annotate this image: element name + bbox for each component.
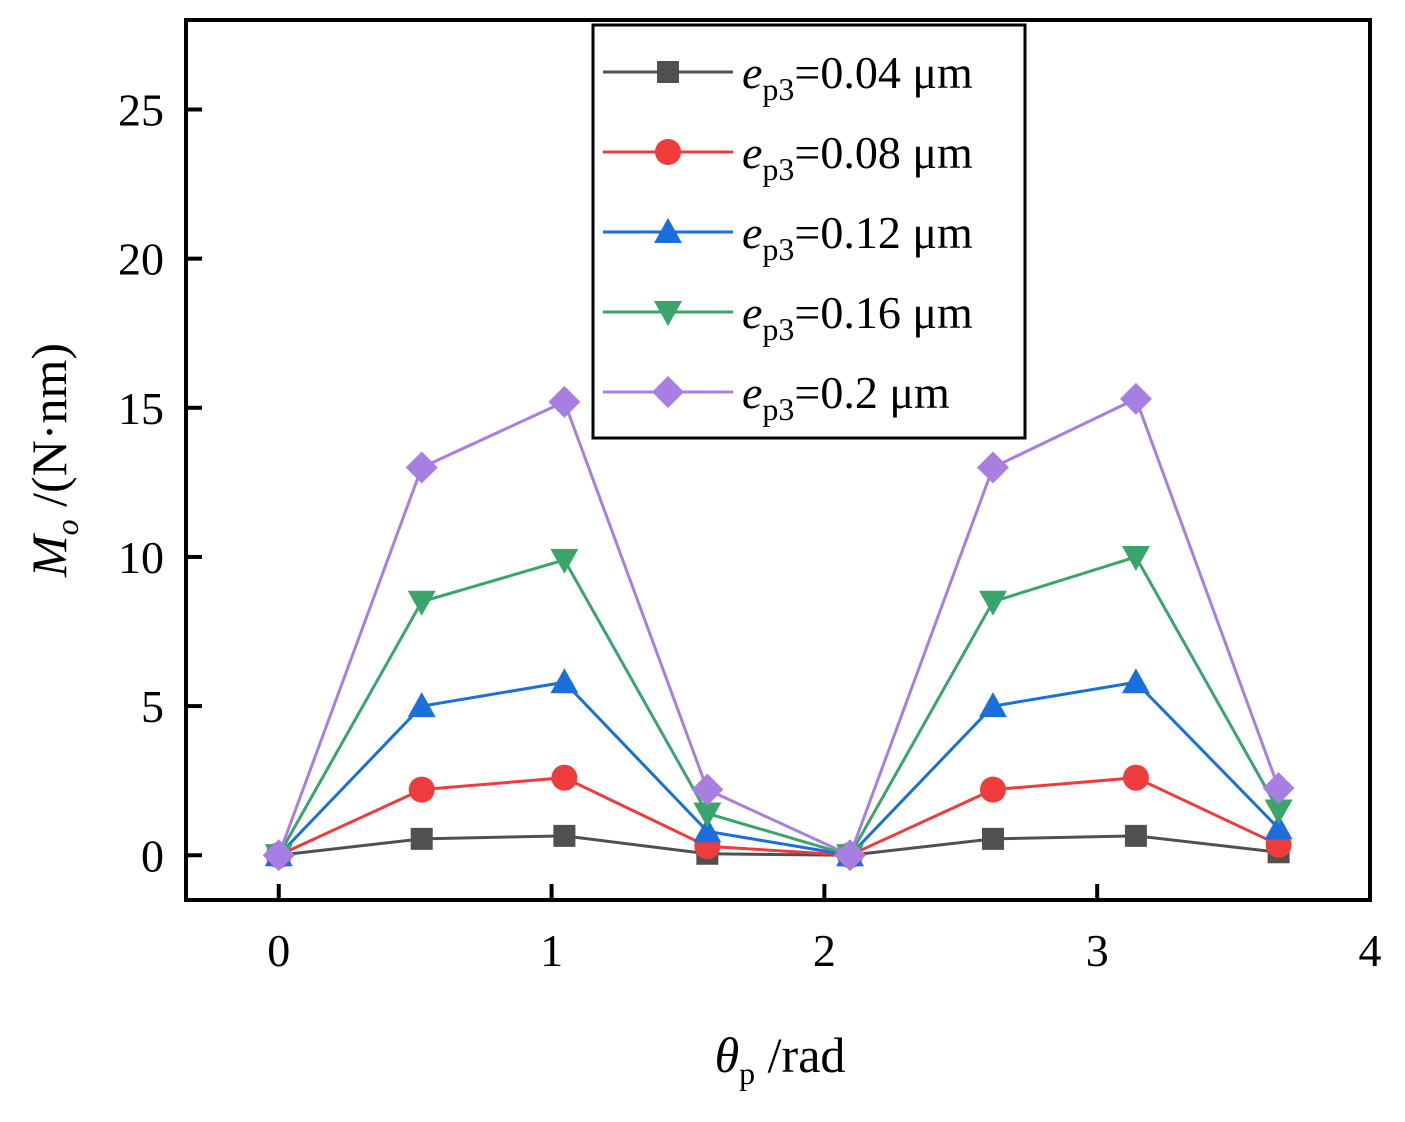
data-point bbox=[691, 773, 724, 806]
y-tick-label: 20 bbox=[118, 234, 164, 285]
legend-label: ep3=0.12 μm bbox=[742, 207, 973, 267]
x-axis-title: θp /rad bbox=[715, 1027, 846, 1091]
data-point bbox=[407, 590, 436, 616]
legend-marker bbox=[657, 61, 679, 83]
plot-frame bbox=[184, 18, 1372, 902]
legend: ep3=0.04 μm ep3=0.08 μm ep3=0.12 μm ep3=0.1… bbox=[591, 23, 1027, 440]
data-point bbox=[1119, 382, 1152, 415]
legend-label: ep3=0.04 μm bbox=[742, 47, 973, 107]
legend-label: ep3=0.08 μm bbox=[742, 127, 973, 187]
legend-entry-4: ep3=0.16 μm bbox=[603, 287, 973, 347]
legend-entries: ep3=0.04 μm ep3=0.08 μm ep3=0.12 μm ep3=0.1… bbox=[603, 47, 973, 427]
data-point bbox=[976, 451, 1009, 484]
data-point bbox=[979, 776, 1006, 803]
data-point bbox=[1121, 545, 1150, 571]
axis-layer: 0 1 2 3 4 0 5 10 15 20 25 bbox=[118, 84, 1382, 976]
data-point bbox=[1264, 799, 1293, 825]
y-tick-label: 25 bbox=[118, 84, 164, 135]
y-tick-label: 0 bbox=[141, 830, 164, 881]
data-point bbox=[405, 451, 438, 484]
legend-entry-5: ep3=0.2 μm bbox=[603, 367, 950, 427]
data-point bbox=[407, 692, 436, 718]
legend-marker bbox=[655, 139, 681, 165]
y-axis-title: Mo /(N·nm) bbox=[21, 343, 85, 578]
legend-marker bbox=[654, 218, 682, 243]
legend-marker bbox=[652, 376, 684, 408]
series-line bbox=[278, 834, 1279, 857]
legend-marker bbox=[654, 301, 682, 326]
legend-entry-3: ep3=0.12 μm bbox=[603, 207, 973, 267]
legend-entry-1: ep3=0.04 μm bbox=[603, 47, 973, 107]
data-point bbox=[550, 668, 579, 694]
series-line bbox=[277, 555, 1280, 858]
data-point bbox=[262, 839, 295, 872]
legend-label: ep3=0.16 μm bbox=[742, 287, 973, 347]
x-tick-label: 1 bbox=[540, 925, 563, 976]
data-point bbox=[548, 385, 581, 418]
y-tick-label: 5 bbox=[141, 681, 164, 732]
data-point bbox=[1124, 824, 1147, 847]
x-tick-label: 0 bbox=[267, 925, 290, 976]
series-1 bbox=[267, 824, 1290, 867]
data-point bbox=[410, 827, 433, 850]
legend-label: ep3=0.2 μm bbox=[742, 367, 950, 427]
data-point bbox=[693, 817, 722, 843]
data-point bbox=[1264, 814, 1293, 840]
series-4 bbox=[264, 545, 1293, 870]
x-tick-label: 4 bbox=[1359, 925, 1382, 976]
series-line bbox=[277, 680, 1280, 857]
data-point bbox=[834, 839, 867, 872]
data-point bbox=[1122, 764, 1149, 791]
data-point bbox=[551, 764, 578, 791]
series-layer bbox=[262, 382, 1295, 872]
series-line bbox=[278, 776, 1280, 857]
data-point bbox=[1121, 668, 1150, 694]
data-point bbox=[693, 802, 722, 828]
series-2 bbox=[265, 764, 1292, 869]
x-tick-label: 3 bbox=[1086, 925, 1109, 976]
series-5 bbox=[262, 382, 1295, 872]
x-tick-label: 2 bbox=[813, 925, 836, 976]
data-point bbox=[553, 824, 576, 847]
data-point bbox=[978, 590, 1007, 616]
data-point bbox=[981, 827, 1004, 850]
data-point bbox=[550, 548, 579, 574]
y-tick-label: 15 bbox=[118, 383, 164, 434]
series-line bbox=[277, 396, 1281, 858]
data-point bbox=[408, 776, 435, 803]
y-tick-label: 10 bbox=[118, 532, 164, 583]
data-point bbox=[978, 692, 1007, 718]
legend-entry-2: ep3=0.08 μm bbox=[603, 127, 973, 187]
data-point bbox=[1262, 772, 1295, 805]
